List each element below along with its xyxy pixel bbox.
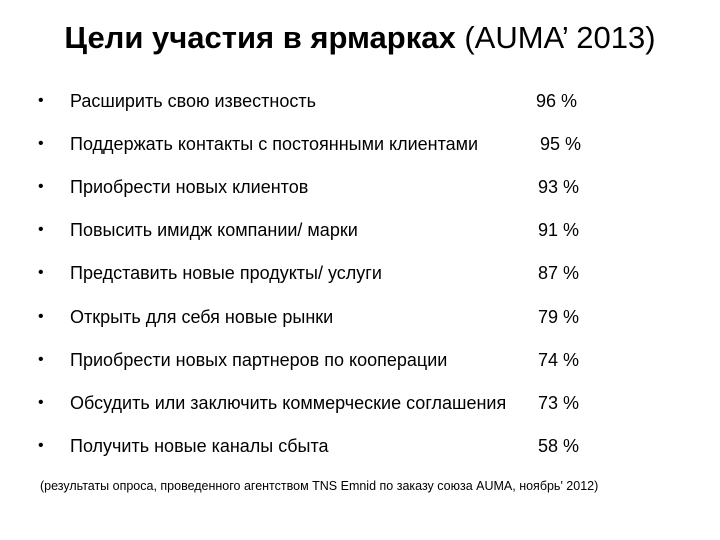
bullet: • xyxy=(38,92,44,109)
bullet: • xyxy=(38,437,44,454)
item-value: 87 % xyxy=(538,263,580,283)
item-value: 91 % xyxy=(538,220,580,240)
item-value: 58 % xyxy=(538,436,580,456)
list-item: • Получить новые каналы сбыта 58 % xyxy=(0,433,720,459)
title-main: Цели участия в ярмарках xyxy=(64,20,456,55)
bullet: • xyxy=(38,264,44,281)
item-text: Расширить свою известность xyxy=(70,91,316,111)
bullet: • xyxy=(38,221,44,238)
item-text: Обсудить или заключить коммерческие согл… xyxy=(70,393,507,413)
bullet: • xyxy=(38,308,44,325)
bullet: • xyxy=(38,135,44,152)
list-item: • Повысить имидж компании/ марки 91 % xyxy=(0,217,720,243)
bullet: • xyxy=(38,394,44,411)
item-value: 73 % xyxy=(538,393,580,413)
list-item: • Приобрести новых партнеров по кооперац… xyxy=(0,347,720,373)
item-value: 74 % xyxy=(538,350,580,370)
list-item: • Открыть для себя новые рынки 79 % xyxy=(0,304,720,330)
item-value: 96 % xyxy=(536,91,578,111)
list-item: • Приобрести новых клиентов 93 % xyxy=(0,174,720,200)
item-text: Повысить имидж компании/ марки xyxy=(70,220,358,240)
item-text: Открыть для себя новые рынки xyxy=(70,307,334,327)
title-source: (AUMA’ 2013) xyxy=(464,20,656,55)
survey-footnote: (результаты опроса, проведенного агентст… xyxy=(40,479,599,493)
item-value: 93 % xyxy=(538,177,580,197)
bullet: • xyxy=(38,178,44,195)
list-item: • Поддержать контакты с постоянными клие… xyxy=(0,131,720,157)
list-item: • Представить новые продукты/ услуги 87 … xyxy=(0,260,720,286)
page-title: Цели участия в ярмарках (AUMA’ 2013) xyxy=(0,18,720,58)
item-text: Поддержать контакты с постоянными клиент… xyxy=(70,134,479,154)
list-item: • Обсудить или заключить коммерческие со… xyxy=(0,390,720,416)
item-value: 95 % xyxy=(540,134,582,154)
item-value: 79 % xyxy=(538,307,580,327)
item-text: Получить новые каналы сбыта xyxy=(70,436,329,456)
item-text: Приобрести новых клиентов xyxy=(70,177,309,197)
item-text: Приобрести новых партнеров по кооперации xyxy=(70,350,448,370)
bullet: • xyxy=(38,351,44,368)
list-item: • Расширить свою известность 96 % xyxy=(0,88,720,114)
item-text: Представить новые продукты/ услуги xyxy=(70,263,382,283)
